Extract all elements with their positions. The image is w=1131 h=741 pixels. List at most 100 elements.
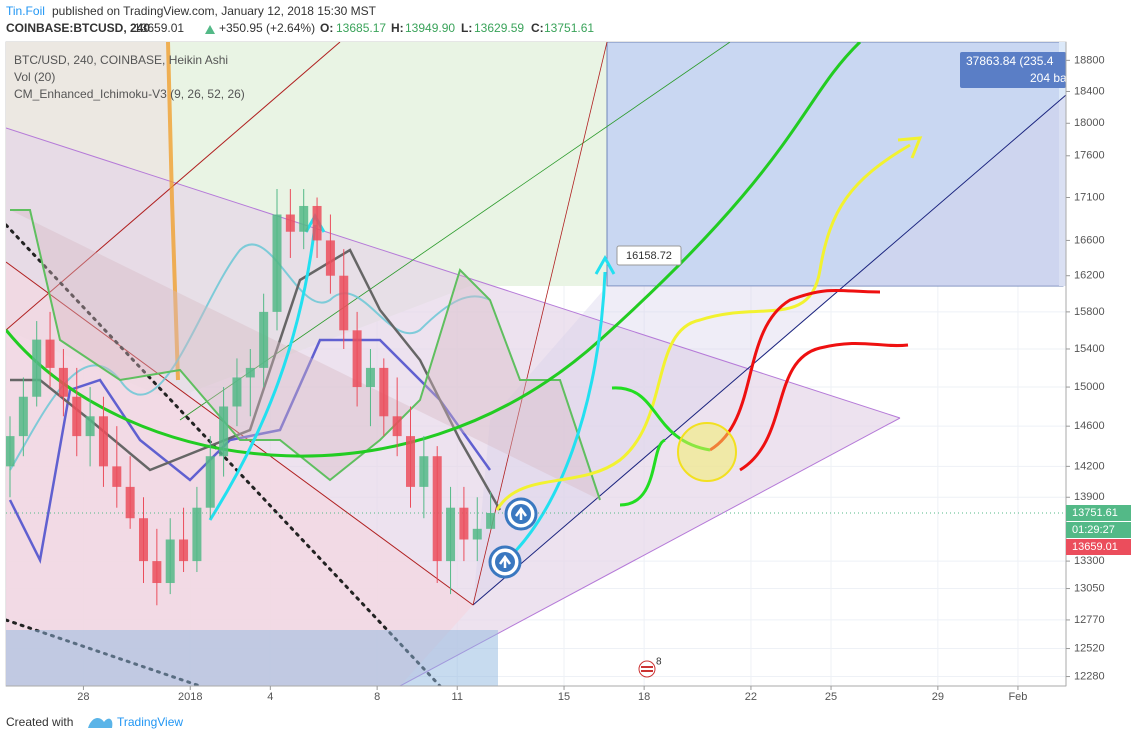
candle-body: [285, 214, 295, 232]
x-tick-label: 8: [374, 691, 380, 703]
candle-body: [85, 416, 95, 437]
arc: [6, 42, 862, 458]
logo: [88, 718, 113, 728]
y-tick-label: 14200: [1074, 460, 1105, 472]
x-tick-label: 28: [77, 691, 89, 703]
candle-body: [139, 518, 149, 562]
candle-body: [419, 456, 429, 487]
measure-label: [960, 52, 1066, 88]
up-icon: [205, 25, 215, 34]
x-tick-label: 22: [745, 691, 757, 703]
candle-body: [192, 507, 202, 562]
candle-body: [6, 436, 15, 467]
published: published on TradingView.com, January 12…: [52, 4, 377, 18]
y-tick-label: 18400: [1074, 85, 1105, 97]
high-value: 13949.90: [405, 21, 455, 35]
legend-entry: BTC/USD, 240, COINBASE, Heikin Ashi: [14, 53, 228, 67]
candle-body: [365, 367, 375, 388]
price-tag: [1066, 522, 1131, 538]
candle-body: [219, 406, 229, 457]
y-tick-label: 12770: [1074, 614, 1105, 626]
candle-body: [259, 311, 269, 368]
price-tag: [1066, 539, 1131, 555]
y-tick-label: 16200: [1074, 270, 1105, 282]
channel-fill: [6, 262, 473, 686]
events-count: 8: [656, 657, 662, 668]
arrow-icon: [488, 545, 522, 579]
candle-body: [299, 205, 309, 232]
price-axis: [1066, 42, 1131, 686]
close-label: C:: [531, 21, 544, 35]
measure-value: 37863.84 (235.4: [966, 54, 1054, 68]
countdown: 01:29:27: [1072, 524, 1115, 536]
candle-body: [179, 539, 189, 562]
brand[interactable]: TradingView: [117, 715, 183, 729]
x-tick-label: 2018: [178, 691, 202, 703]
change: +350.95 (+2.64%): [219, 21, 315, 35]
price-tag: [1066, 505, 1131, 521]
drawings: [6, 42, 1066, 686]
author[interactable]: Tin.Foil: [6, 4, 45, 18]
projection-arrow: [208, 224, 317, 521]
measure-box-edge: [1059, 42, 1066, 286]
arrow-icon: [504, 497, 538, 531]
candle-body: [379, 367, 389, 417]
highlight-circle: [677, 422, 737, 482]
y-tick-label: 13900: [1074, 491, 1105, 503]
projection-arrow: [494, 271, 607, 572]
last-price: 13751.61: [1072, 507, 1118, 519]
close-value: 13751.61: [544, 21, 594, 35]
y-tick-label: 16600: [1074, 234, 1105, 246]
y-tick-label: 13050: [1074, 582, 1105, 594]
dotted-line: [6, 223, 442, 686]
candle-body: [446, 507, 456, 562]
y-tick-label: 15000: [1074, 381, 1105, 393]
x-tick-label: Feb: [1008, 691, 1027, 703]
candle-body: [32, 339, 42, 397]
prev-price: 13659.01: [1072, 541, 1118, 553]
y-tick-label: 15800: [1074, 306, 1105, 318]
projection-path: [709, 288, 881, 452]
measure-bars: 204 bars: [1030, 71, 1077, 85]
candle-body: [205, 456, 215, 508]
open-label: O:: [320, 21, 333, 35]
candles: [6, 189, 496, 606]
projection-path: [495, 143, 911, 511]
y-tick-label: 15400: [1074, 343, 1105, 355]
legend-entry: CM_Enhanced_Ichimoku-V3 (9, 26, 52, 26): [14, 87, 245, 101]
target-value: 16158.72: [626, 250, 672, 262]
projection-path: [619, 438, 666, 507]
candle-body: [58, 367, 68, 397]
low-label: L:: [461, 21, 472, 35]
events-icon: [638, 660, 656, 678]
legend-entry: Vol (20): [14, 70, 55, 84]
candle-body: [352, 330, 362, 388]
y-tick-label: 18000: [1074, 117, 1105, 129]
symbol: COINBASE:BTCUSD, 240: [6, 21, 150, 35]
candle-body: [459, 507, 469, 540]
candle-body: [325, 240, 335, 276]
vertical-line: [166, 42, 180, 381]
candle-body: [392, 416, 402, 437]
trend-line: [472, 42, 608, 606]
volume-area: [6, 630, 498, 686]
y-tick-label: 12280: [1074, 670, 1105, 682]
x-tick-label: 29: [932, 691, 944, 703]
price: 13659.01: [134, 21, 184, 35]
candle-body: [339, 275, 349, 331]
target-label: [616, 245, 682, 266]
y-tick-label: 17100: [1074, 191, 1105, 203]
high-label: H:: [391, 21, 404, 35]
candle-body: [432, 456, 442, 562]
candle-body: [232, 377, 242, 407]
x-tick-label: 4: [267, 691, 273, 703]
x-tick-label: 15: [558, 691, 570, 703]
trend-line: [472, 94, 1066, 606]
candle-body: [98, 416, 108, 467]
ichimoku-line: [10, 248, 502, 511]
axes: 18800 18400 18000 17600 17100 16600 16200 15800…: [77, 54, 1104, 703]
x-tick-label: 25: [825, 691, 837, 703]
y-tick-label: 12520: [1074, 642, 1105, 654]
candle-body: [165, 539, 175, 584]
y-tick-label: 17600: [1074, 150, 1105, 162]
